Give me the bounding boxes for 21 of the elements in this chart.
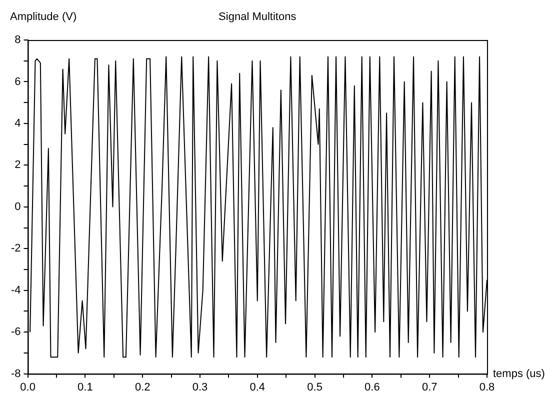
x-axis-title: temps (us) <box>493 368 545 380</box>
x-tick-label: 0.5 <box>307 381 322 394</box>
y-tick-label: 4 <box>14 117 21 130</box>
y-tick-label: 6 <box>14 76 21 88</box>
x-tick-label: 0.7 <box>422 381 438 394</box>
x-tick-label: 0.4 <box>250 381 266 394</box>
x-tick-label: 0.2 <box>134 381 150 394</box>
x-tick-label: 0.8 <box>479 381 495 394</box>
y-tick-label: -6 <box>11 326 21 338</box>
x-tick-label: 0.6 <box>364 381 380 394</box>
y-tick-label: -4 <box>11 284 21 296</box>
y-tick-label: -8 <box>11 368 21 380</box>
chart-title: Signal Multitons <box>218 11 297 23</box>
x-tick-label: 0.0 <box>20 381 36 394</box>
y-tick-label: 2 <box>14 159 21 172</box>
x-tick-label: 0.1 <box>78 381 93 394</box>
x-tick-label: 0.3 <box>192 381 208 394</box>
y-axis-title: Amplitude (V) <box>10 11 77 23</box>
y-tick-label: 8 <box>14 34 21 46</box>
y-tick-label: -2 <box>11 242 21 255</box>
y-tick-label: 0 <box>14 200 21 213</box>
